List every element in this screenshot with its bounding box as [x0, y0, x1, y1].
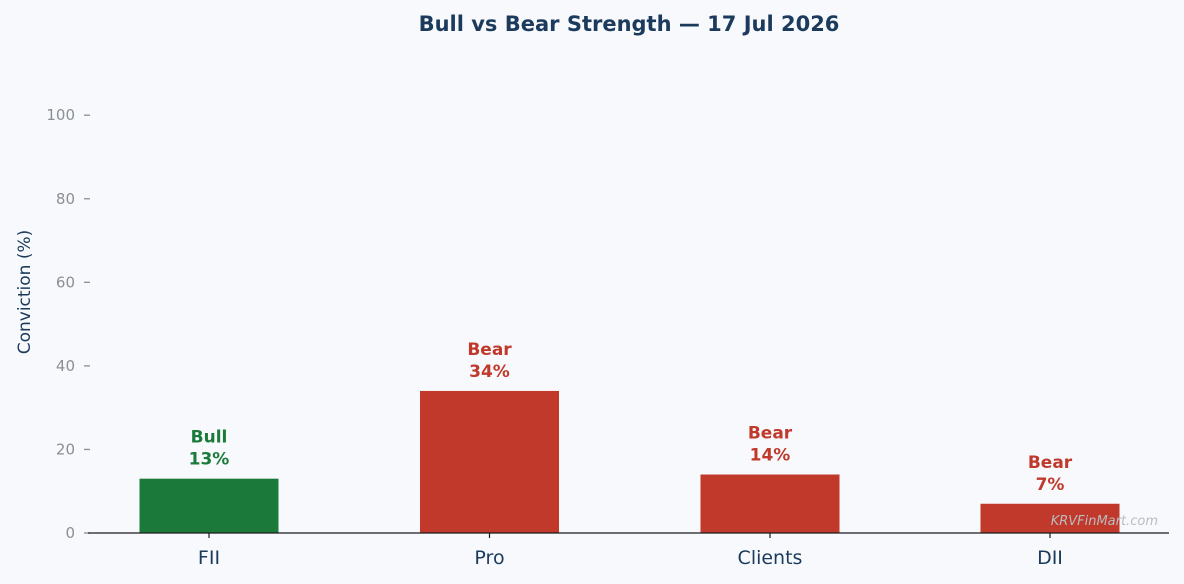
bar-value-label: 14% [750, 446, 791, 466]
bar-sentiment-label: Bear [467, 340, 512, 360]
bar-value-label: 7% [1036, 475, 1065, 495]
bar-sentiment-label: Bear [1028, 453, 1073, 473]
chart-title: Bull vs Bear Strength — 17 Jul 2026 [419, 12, 840, 36]
x-tick-label: Clients [738, 547, 803, 569]
bar-value-label: 34% [469, 362, 510, 382]
bars-group [139, 390, 1120, 533]
y-tick-label: 80 [56, 190, 75, 208]
bar-sentiment-label: Bull [191, 428, 228, 448]
y-axis-label: Conviction (%) [15, 230, 35, 355]
x-tick-label: Pro [474, 547, 504, 569]
x-tick-label: FII [198, 547, 220, 569]
y-tick-label: 60 [56, 273, 75, 291]
watermark: KRVFinMart.com [1051, 514, 1158, 529]
bar-pro [420, 390, 559, 533]
x-axis-ticks: FII Pro Clients DII [198, 533, 1063, 569]
y-tick-label: 100 [46, 106, 75, 124]
bar-value-label: 13% [189, 450, 230, 470]
bar-fii [139, 478, 279, 533]
bar-clients [700, 474, 840, 533]
y-axis-ticks: 0 20 40 60 80 100 [46, 106, 90, 542]
y-tick-label: 0 [65, 524, 75, 542]
y-tick-label: 40 [56, 357, 75, 375]
y-tick-label: 20 [56, 440, 75, 458]
x-tick-label: DII [1037, 547, 1063, 569]
bar-sentiment-label: Bear [748, 424, 793, 444]
bar-dii [980, 503, 1120, 533]
